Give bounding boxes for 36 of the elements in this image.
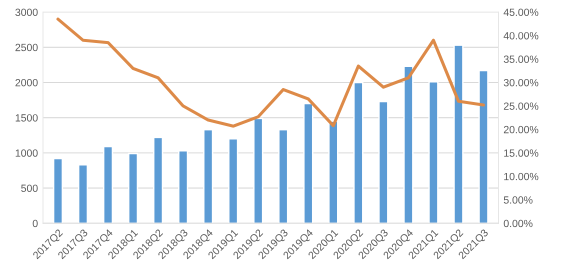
y-tick-label: 1000 xyxy=(16,149,38,157)
bar xyxy=(428,81,439,224)
bar xyxy=(453,44,464,224)
y2-tick-label: 30.00% xyxy=(504,78,538,86)
bar xyxy=(278,128,288,224)
bar xyxy=(78,164,88,224)
y2-tick-label: 40.00% xyxy=(504,32,538,40)
y2-tick-label: 35.00% xyxy=(504,56,538,63)
y2-tick-label: 45.00% xyxy=(504,8,538,16)
y-tick-label: 3000 xyxy=(15,8,38,16)
y2-tick-label: 20.00% xyxy=(504,126,538,134)
y-tick-label: 500 xyxy=(21,184,38,192)
bar xyxy=(328,120,338,224)
bar xyxy=(128,152,138,224)
bar xyxy=(178,150,188,224)
y2-tick-label: 5.00% xyxy=(504,196,533,204)
y-tick-label: 1500 xyxy=(16,114,38,122)
bar xyxy=(102,146,114,224)
bar xyxy=(52,158,64,224)
bar xyxy=(303,102,314,224)
bar xyxy=(353,82,364,224)
line-series xyxy=(56,18,486,128)
bar xyxy=(378,100,388,224)
bar xyxy=(253,118,264,224)
y2-tick-label: 25.00% xyxy=(504,102,538,110)
y-tick-label: 2500 xyxy=(15,44,38,52)
y2-tick-label: 0.00% xyxy=(504,220,533,228)
y2-tick-label: 10.00% xyxy=(504,172,538,180)
bar xyxy=(228,138,238,224)
y-tick-label: 2000 xyxy=(15,78,38,86)
bar xyxy=(153,136,164,224)
bar xyxy=(403,66,414,224)
bar xyxy=(203,128,214,224)
y2-tick-label: 15.00% xyxy=(504,149,538,157)
y-tick-label: 0 xyxy=(32,220,38,228)
bar xyxy=(478,70,489,224)
